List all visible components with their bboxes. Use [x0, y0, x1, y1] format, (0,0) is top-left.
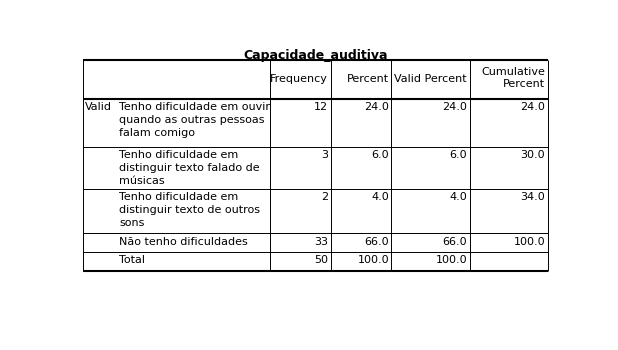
Text: Tenho dificuldade em: Tenho dificuldade em [119, 192, 239, 202]
Text: 24.0: 24.0 [442, 102, 467, 112]
Text: 3: 3 [321, 150, 328, 160]
Text: Frequency: Frequency [270, 74, 328, 84]
Text: 6.0: 6.0 [371, 150, 389, 160]
Text: 100.0: 100.0 [514, 237, 545, 247]
Text: 12: 12 [314, 102, 328, 112]
Text: 100.0: 100.0 [436, 256, 467, 265]
Text: Percent: Percent [347, 74, 389, 84]
Text: 24.0: 24.0 [364, 102, 389, 112]
Text: 66.0: 66.0 [442, 237, 467, 247]
Text: 2: 2 [321, 192, 328, 202]
Text: 34.0: 34.0 [520, 192, 545, 202]
Text: 24.0: 24.0 [520, 102, 545, 112]
Text: sons: sons [119, 218, 145, 228]
Text: Total: Total [119, 256, 145, 265]
Text: 30.0: 30.0 [520, 150, 545, 160]
Text: músicas: músicas [119, 176, 165, 186]
Text: 4.0: 4.0 [371, 192, 389, 202]
Text: 33: 33 [314, 237, 328, 247]
Text: Percent: Percent [503, 79, 545, 89]
Text: 6.0: 6.0 [449, 150, 467, 160]
Text: Capacidade_auditiva: Capacidade_auditiva [243, 49, 387, 62]
Text: distinguir texto falado de: distinguir texto falado de [119, 163, 260, 173]
Text: distinguir texto de outros: distinguir texto de outros [119, 205, 260, 215]
Text: Tenho dificuldade em: Tenho dificuldade em [119, 150, 239, 160]
Text: 50: 50 [314, 256, 328, 265]
Text: Cumulative: Cumulative [481, 66, 545, 77]
Text: Valid Percent: Valid Percent [394, 74, 467, 84]
Text: 66.0: 66.0 [365, 237, 389, 247]
Text: Tenho dificuldade em ouvir: Tenho dificuldade em ouvir [119, 102, 271, 112]
Text: Não tenho dificuldades: Não tenho dificuldades [119, 237, 248, 247]
Text: falam comigo: falam comigo [119, 128, 195, 138]
Text: Valid: Valid [85, 102, 112, 112]
Text: 100.0: 100.0 [357, 256, 389, 265]
Text: quando as outras pessoas: quando as outras pessoas [119, 115, 265, 125]
Text: 4.0: 4.0 [449, 192, 467, 202]
